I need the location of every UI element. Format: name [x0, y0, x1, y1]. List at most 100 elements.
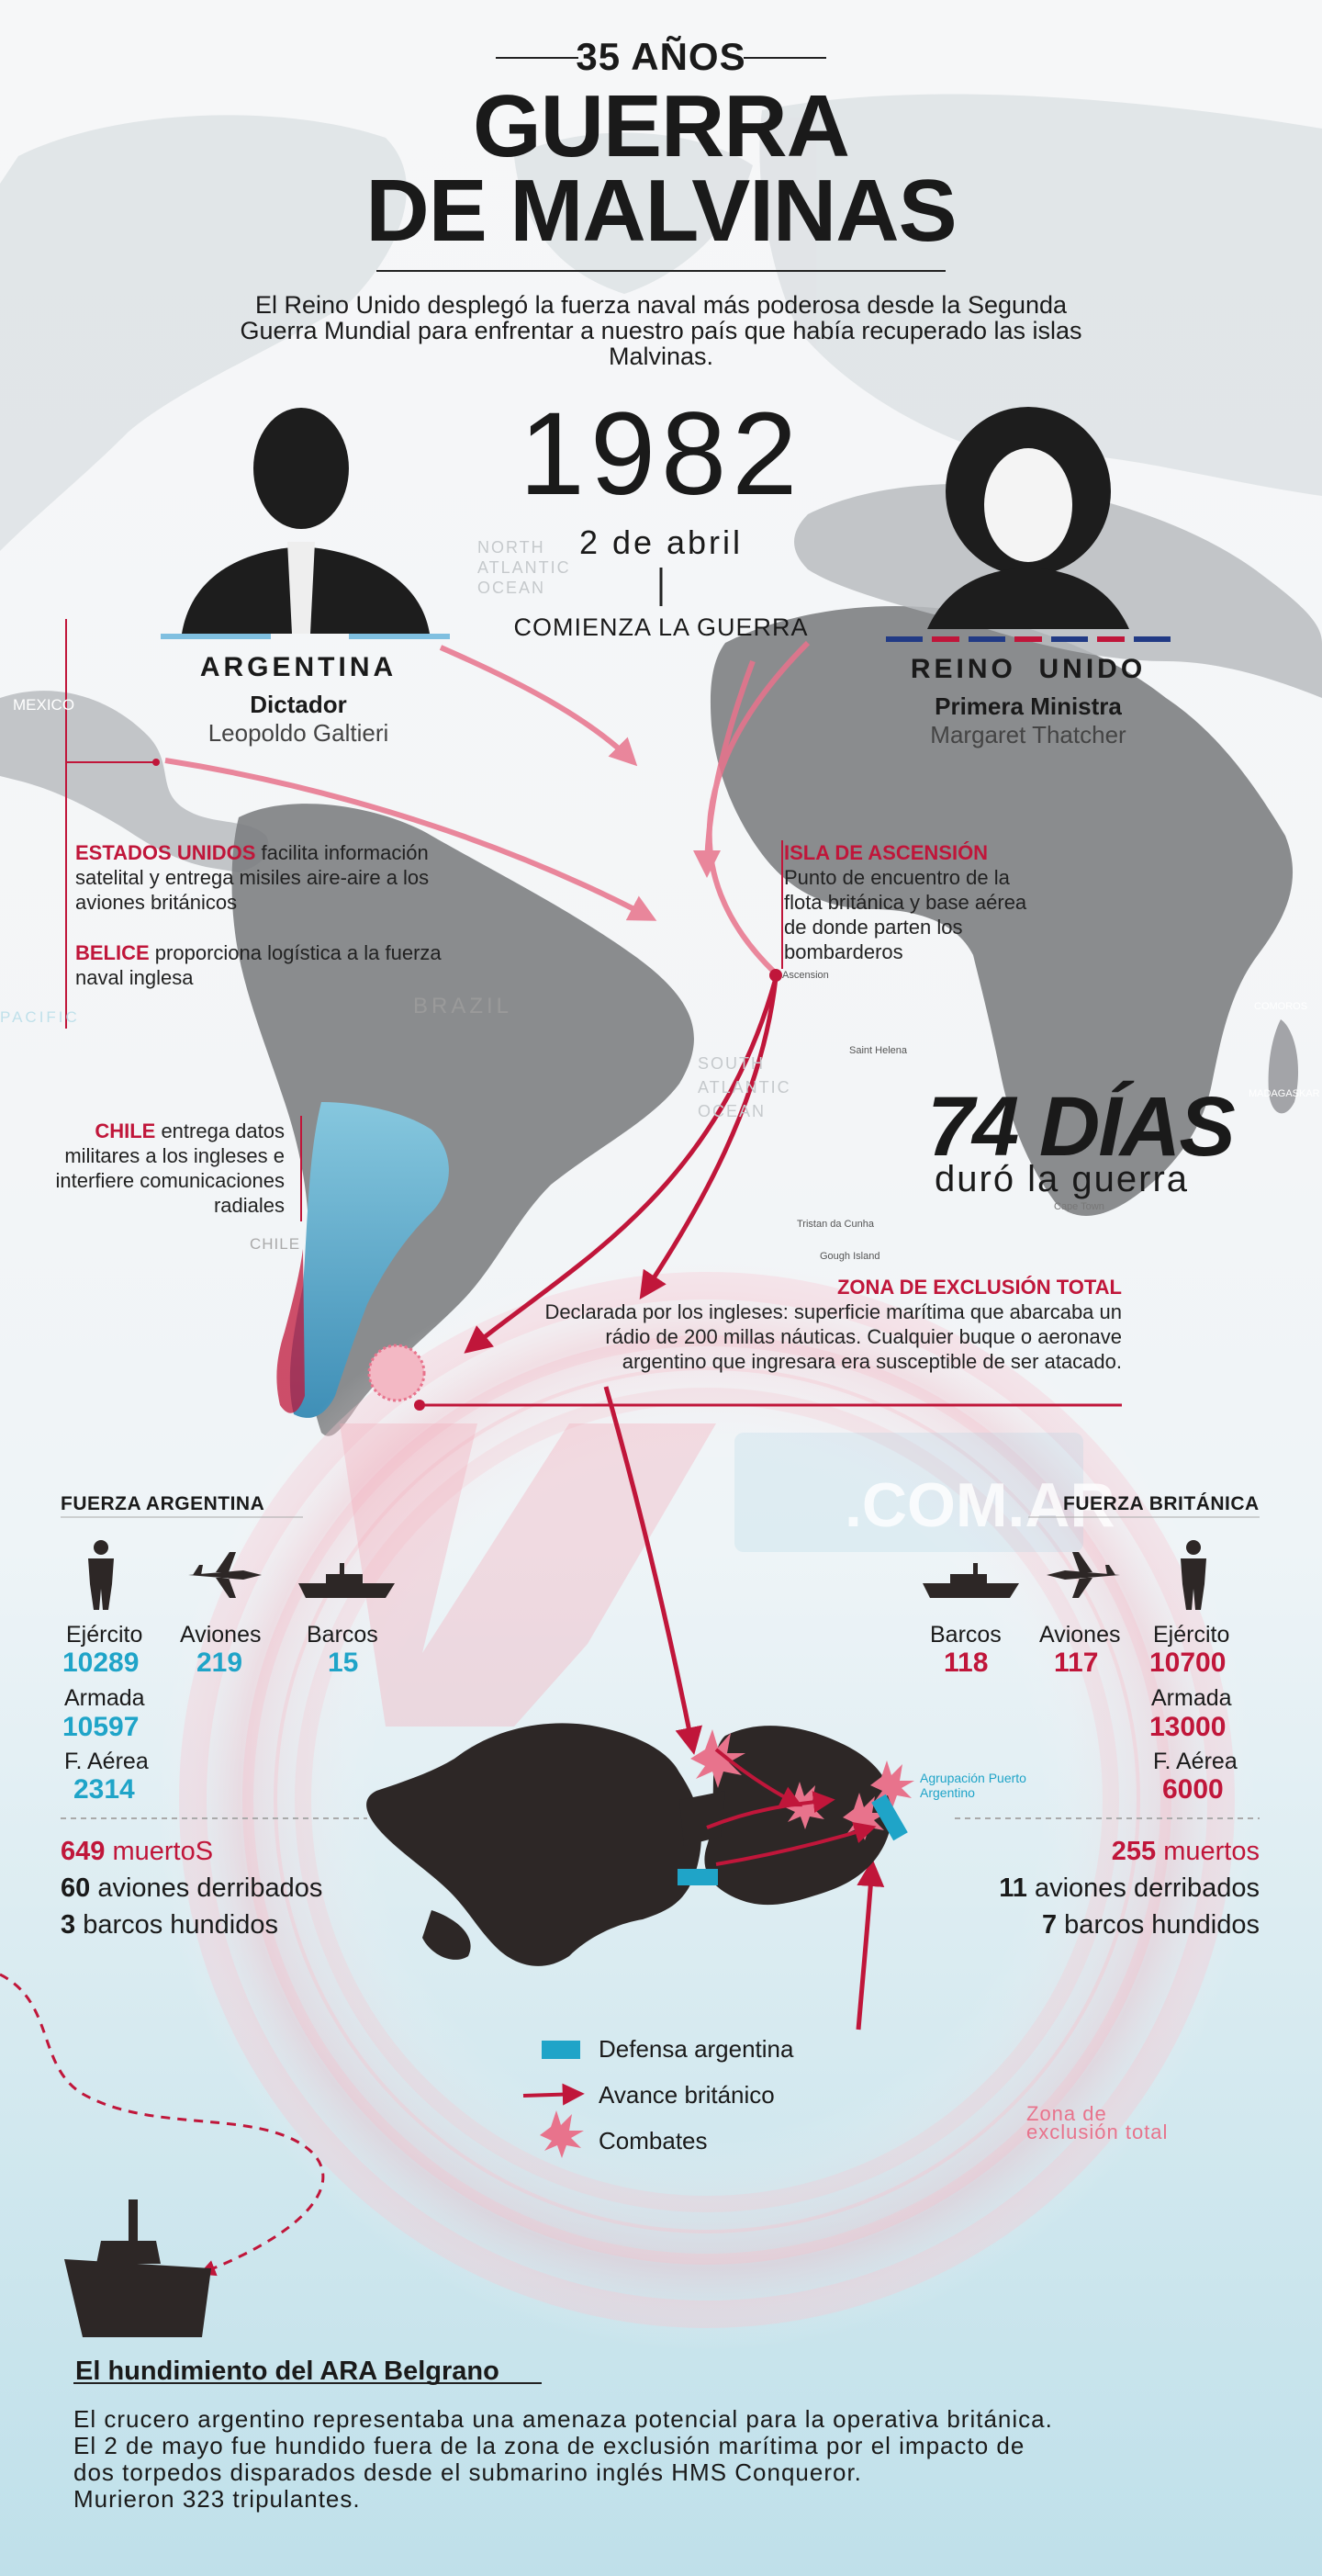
- uk-aviones-derribados: 11 aviones derribados: [955, 1873, 1260, 1904]
- uk-muertos-label: muertos: [1156, 1837, 1260, 1866]
- argentina-leader: Leopoldo Galtieri: [207, 719, 389, 747]
- note-chile-text: entrega datos militares a los ingleses e…: [55, 1119, 285, 1217]
- uk-muertos-num: 255: [1111, 1837, 1157, 1866]
- arg-aviones-derribados-num: 60: [61, 1873, 91, 1903]
- anniversary-line-left: [496, 57, 578, 59]
- main-title-line1: GUERRA: [472, 77, 850, 175]
- arg-aviones-derribados: 60 aviones derribados: [61, 1873, 322, 1904]
- arg-barcos-value: 15: [328, 1648, 359, 1678]
- uk-soldier-icon: [1175, 1538, 1212, 1614]
- map-label-ascension: Ascension: [782, 970, 829, 981]
- main-title-line2: DE MALVINAS: [365, 162, 957, 260]
- note-eeuu: ESTADOS UNIDOS facilita información sate…: [75, 840, 461, 915]
- note-belice-name: BELICE: [75, 941, 150, 964]
- map-label-saint-helena: Saint Helena: [849, 1045, 907, 1056]
- arg-faerea-label: F. Aérea: [64, 1749, 149, 1774]
- arg-aviones-value: 219: [196, 1648, 243, 1678]
- note-belice-text: proporciona logística a la fuerza naval …: [75, 941, 442, 989]
- arg-ejercito-label: Ejército: [66, 1622, 143, 1648]
- arg-ejercito-value: 10289: [62, 1648, 140, 1678]
- uk-aviones-label: Aviones: [1039, 1622, 1121, 1648]
- uk-aviones-derribados-num: 11: [999, 1873, 1027, 1903]
- arg-armada-value: 10597: [62, 1712, 140, 1742]
- legend-combates: Combates: [599, 2127, 708, 2154]
- argentina-role: Dictador: [250, 691, 347, 718]
- note-ascension: ISLA DE ASCENSIÓN Punto de encuentro de …: [784, 840, 1050, 964]
- map-label-south-atlantic: SOUTH ATLANTIC OCEAN: [698, 1054, 791, 1120]
- belgrano-line1: El crucero argentino representaba una am…: [73, 2405, 1053, 2433]
- belgrano-line3: dos torpedos disparados desde el submari…: [73, 2458, 862, 2486]
- uk-barcos-label: Barcos: [930, 1622, 1002, 1648]
- uk-ship-icon: [923, 1561, 1019, 1603]
- map-label-cape-town: Cape Town: [1054, 1201, 1104, 1212]
- uk-jet-icon: [1047, 1552, 1120, 1603]
- subtitle: El Reino Unido desplegó la fuerza naval …: [240, 291, 1082, 370]
- arg-barcos-hundidos: 3 barcos hundidos: [61, 1910, 278, 1940]
- note-chile: CHILE entrega datos militares a los ingl…: [28, 1119, 285, 1218]
- watermark-text: .COM.AR: [845, 1470, 1115, 1540]
- arg-aviones-derribados-label: aviones derribados: [90, 1873, 323, 1903]
- uk-faerea-label: F. Aérea: [1153, 1749, 1238, 1774]
- uk-block: REINO UNIDO Primera Ministra Margaret Th…: [872, 654, 1184, 749]
- map-label-tristan: Tristan da Cunha: [797, 1219, 874, 1230]
- belgrano-line4: Murieron 323 tripulantes.: [73, 2485, 361, 2513]
- map-label-gough: Gough Island: [820, 1251, 880, 1262]
- arg-barcos-hundidos-label: barcos hundidos: [75, 1910, 279, 1940]
- legend-zona: Zona de exclusión total: [1026, 2102, 1169, 2143]
- uk-barcos-hundidos-label: barcos hundidos: [1057, 1910, 1260, 1940]
- note-eeuu-name: ESTADOS UNIDOS: [75, 841, 256, 864]
- map-label-mexico: MEXICO: [13, 696, 75, 714]
- fuerza-britanica-title: FUERZA BRITÁNICA: [1063, 1493, 1260, 1514]
- arg-muertos: 649 muertoS: [61, 1837, 213, 1867]
- uk-barcos-value: 118: [944, 1648, 989, 1678]
- uk-muertos: 255 muertos: [1037, 1837, 1260, 1867]
- anniversary-title: 35 AÑOS: [576, 35, 746, 78]
- arg-muertos-label: muertoS: [105, 1837, 214, 1866]
- arg-armada-label: Armada: [64, 1685, 145, 1711]
- uk-armada-value: 13000: [1149, 1712, 1227, 1742]
- note-chile-name: CHILE: [95, 1119, 156, 1142]
- map-label-madagascar: MADAGASKAR: [1249, 1088, 1320, 1099]
- legend-defensa: Defensa argentina: [599, 2035, 794, 2063]
- map-label-comoros: COMOROS: [1254, 1001, 1308, 1012]
- uk-aviones-derribados-label: aviones derribados: [1026, 1873, 1260, 1903]
- map-label-north-atlantic: NORTH ATLANTIC OCEAN: [477, 538, 571, 597]
- legend-avance: Avance británico: [599, 2081, 775, 2109]
- note-zona-title: ZONA DE EXCLUSIÓN TOTAL: [836, 1276, 1122, 1299]
- uk-ejercito-label: Ejército: [1153, 1622, 1230, 1648]
- belgrano-text: El crucero argentino representaba una am…: [73, 2406, 1267, 2513]
- note-zona: ZONA DE EXCLUSIÓN TOTAL Declarada por lo…: [532, 1275, 1122, 1374]
- uk-armada-label: Armada: [1151, 1685, 1232, 1711]
- uk-aviones-value: 117: [1054, 1648, 1099, 1678]
- uk-barcos-hundidos-num: 7: [1041, 1910, 1058, 1940]
- belgrano-line2: El 2 de mayo fue hundido fuera de la zon…: [73, 2432, 1025, 2459]
- anniversary-line-right: [744, 57, 826, 59]
- note-eeuu-text: facilita información satelital y entrega…: [75, 841, 430, 914]
- fuerza-argentina-title: FUERZA ARGENTINA: [61, 1493, 265, 1514]
- galtieri-portrait: [163, 404, 448, 634]
- war-start-date: 2 de abril: [578, 523, 744, 561]
- note-ascension-text: Punto de encuentro de la flota británica…: [784, 866, 1027, 963]
- uk-ejercito-value: 10700: [1149, 1648, 1227, 1678]
- argentina-block: ARGENTINA Dictador Leopoldo Galtieri: [147, 652, 450, 748]
- arg-barcos-label: Barcos: [307, 1622, 378, 1648]
- note-belice: BELICE proporciona logística a la fuerza…: [75, 940, 443, 990]
- war-duration-label: duró la guerra: [935, 1159, 1190, 1199]
- uk-leader: Margaret Thatcher: [930, 721, 1126, 748]
- arg-aviones-label: Aviones: [180, 1622, 262, 1648]
- ship-icon: [298, 1561, 395, 1603]
- war-year: 1982: [519, 388, 803, 520]
- map-label-brazil: BRAZIL: [413, 994, 513, 1018]
- uk-country: REINO UNIDO: [910, 654, 1147, 684]
- main-title: GUERRA DE MALVINAS: [0, 77, 1322, 260]
- jet-icon: [188, 1552, 262, 1603]
- arg-barcos-hundidos-num: 3: [61, 1910, 76, 1940]
- map-label-chile: CHILE: [250, 1235, 301, 1253]
- war-start-label: COMIENZA LA GUERRA: [513, 613, 809, 641]
- note-zona-text: Declarada por los ingleses: superficie m…: [544, 1300, 1122, 1373]
- uk-role: Primera Ministra: [935, 692, 1122, 720]
- arg-faerea-value: 2314: [73, 1774, 135, 1805]
- legend-defense-icon: [542, 2041, 580, 2059]
- war-duration-days: 74 DÍAS: [927, 1080, 1236, 1174]
